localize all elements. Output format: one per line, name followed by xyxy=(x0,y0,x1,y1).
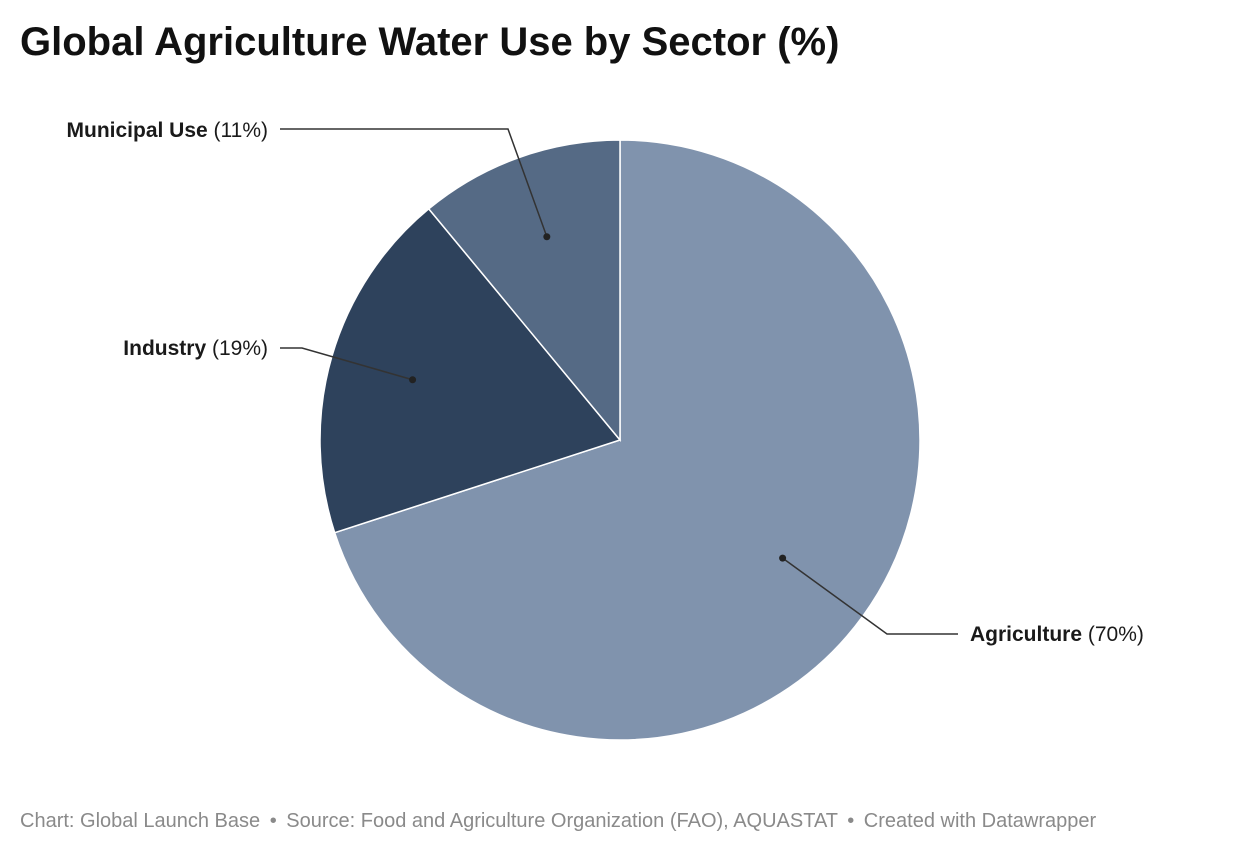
callout-dot-agriculture xyxy=(779,554,787,562)
slice-label-value: (19%) xyxy=(206,337,268,360)
footer-tool: Created with Datawrapper xyxy=(863,810,1097,832)
slice-label-industry: Industry (19%) xyxy=(123,337,268,360)
footer-source: Source: Food and Agriculture Organizatio… xyxy=(286,810,838,832)
slice-label-municipal-use: Municipal Use (11%) xyxy=(67,119,269,142)
pie-chart: Agriculture (70%) Industry (19%) Municipal… xyxy=(67,119,1144,741)
callout-line-agriculture xyxy=(782,557,958,635)
callout-line-municipal-use xyxy=(280,128,548,238)
slice-label-value: (11%) xyxy=(208,119,268,142)
slice-label-name: Industry xyxy=(123,337,206,360)
footer-separator: • xyxy=(269,810,277,832)
slice-label-name: Agriculture xyxy=(970,623,1082,646)
chart-footer: Chart: Global Launch Base • Source: Food… xyxy=(20,810,1096,833)
pie-callouts: Agriculture (70%) Industry (19%) Municipal… xyxy=(67,119,1144,646)
footer-credit: Chart: Global Launch Base xyxy=(20,810,261,832)
callout-line-industry xyxy=(280,347,413,381)
chart-title: Global Agriculture Water Use by Sector (… xyxy=(20,20,840,64)
slice-label-name: Municipal Use xyxy=(67,119,208,142)
callout-dot-municipal-use xyxy=(543,233,551,241)
pie-slices xyxy=(319,139,921,741)
footer-separator: • xyxy=(847,810,855,832)
slice-label-agriculture: Agriculture (70%) xyxy=(970,623,1144,646)
callout-dot-industry xyxy=(409,376,417,384)
slice-label-value: (70%) xyxy=(1082,623,1144,646)
